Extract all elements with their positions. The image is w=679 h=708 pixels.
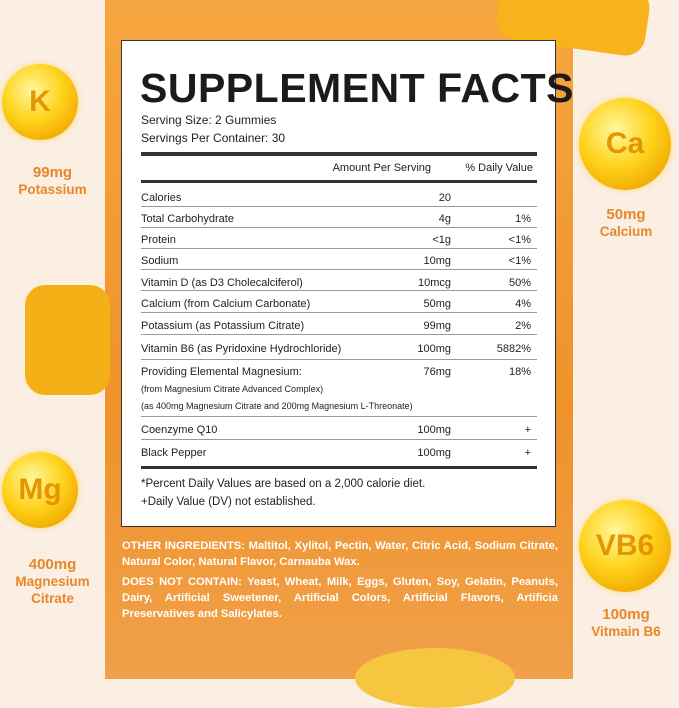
nutrient-amount: 4g	[438, 213, 451, 225]
footnote-dv: *Percent Daily Values are based on a 2,0…	[141, 478, 426, 490]
nutrient-amount: 99mg	[423, 320, 451, 332]
serving-size: Serving Size: 2 Gummies	[141, 113, 277, 127]
magnesium-badge: Mg	[2, 452, 78, 528]
servings-per-container: Servings Per Container: 30	[141, 131, 286, 145]
vitamin-b6-badge: VB6	[579, 500, 671, 592]
dv-header: % Daily Value	[465, 162, 533, 174]
nutrient-dv: +	[524, 424, 531, 436]
calcium-label: 50mg Calcium	[573, 206, 679, 240]
magnesium-label: 400mg Magnesium Citrate	[0, 556, 105, 607]
row-divider	[141, 227, 537, 228]
nutrient-amount: 50mg	[423, 298, 451, 310]
nutrient-name: Calcium (from Calcium Carbonate)	[141, 298, 311, 310]
nutrient-dv: <1%	[508, 234, 531, 246]
other-ingredients-text: Maltitol, Xylitol, Pectin, Water, Citric…	[122, 540, 558, 568]
magnesium-name: Magnesium Citrate	[15, 574, 90, 606]
row-divider	[141, 269, 537, 270]
supplement-facts-panel: SUPPLEMENT FACTS Serving Size: 2 Gummies…	[121, 40, 573, 527]
nutrient-name: Vitamin B6 (as Pyridoxine Hydrochloride)	[141, 343, 342, 355]
nutrient-name: Vitamin D (as D3 Cholecalciferol)	[141, 277, 303, 289]
row-divider	[141, 359, 537, 360]
nutrient-dv: 5882%	[496, 343, 531, 355]
magnesium-amount: 400mg	[28, 556, 77, 573]
vitamin-b6-label: 100mg Vitmain B6	[573, 606, 679, 640]
row-divider	[141, 334, 537, 335]
row-divider	[141, 416, 537, 417]
calcium-badge: Ca	[579, 98, 671, 190]
nutrient-source: (as 400mg Magnesium Citrate and 200mg Ma…	[141, 401, 413, 411]
nutrient-dv: 18%	[508, 366, 531, 378]
nutrient-name: Calories	[141, 192, 182, 204]
row-divider	[141, 248, 537, 249]
nutrient-amount: 76mg	[423, 366, 451, 378]
nutrient-amount: 10mg	[423, 255, 451, 267]
nutrient-amount: 100mg	[417, 343, 451, 355]
potassium-name: Potassium	[18, 182, 87, 197]
nutrient-dv: 1%	[515, 213, 531, 225]
nutrient-amount: 100mg	[417, 424, 451, 436]
calcium-amount: 50mg	[606, 206, 646, 223]
potassium-label: 99mg Potassium	[0, 164, 105, 198]
does-not-contain: DOES NOT CONTAIN: Yeast, Wheat, Milk, Eg…	[122, 574, 558, 622]
nutrient-dv: 4%	[515, 298, 531, 310]
panel-title: SUPPLEMENT FACTS	[140, 65, 574, 111]
nutrient-amount: 20	[438, 192, 451, 204]
does-not-contain-text: Yeast, Wheat, Milk, Eggs, Gluten, Soy, G…	[122, 576, 558, 620]
footnote-plus: +Daily Value (DV) not established.	[141, 496, 316, 508]
nutrient-dv: +	[524, 447, 531, 459]
vitamin-b6-amount: 100mg	[602, 606, 650, 623]
ingredients-block: OTHER INGREDIENTS: Maltitol, Xylitol, Pe…	[122, 538, 558, 626]
row-divider	[141, 439, 537, 440]
nutrient-name: Sodium	[141, 255, 179, 267]
does-not-contain-label: DOES NOT CONTAIN:	[122, 576, 242, 588]
divider	[141, 152, 537, 156]
nutrient-amount: 10mcg	[417, 277, 451, 289]
potassium-amount: 99mg	[32, 164, 73, 181]
calcium-name: Calcium	[599, 224, 653, 239]
nutrient-dv: 2%	[515, 320, 531, 332]
nutrient-source: (from Magnesium Citrate Advanced Complex…	[141, 384, 324, 394]
other-ingredients-label: OTHER INGREDIENTS:	[122, 540, 245, 552]
amount-header: Amount Per Serving	[332, 162, 431, 174]
row-divider	[141, 290, 537, 291]
nutrient-name: Providing Elemental Magnesium:	[141, 366, 302, 378]
nutrient-name: Total Carbohydrate	[141, 213, 234, 225]
nutrient-name: Coenzyme Q10	[141, 424, 218, 436]
nutrient-dv: <1%	[508, 255, 531, 267]
nutrient-amount: <1g	[432, 234, 451, 246]
nutrient-name: Potassium (as Potassium Citrate)	[141, 320, 305, 332]
other-ingredients: OTHER INGREDIENTS: Maltitol, Xylitol, Pe…	[122, 538, 558, 570]
nutrient-name: Protein	[141, 234, 176, 246]
divider	[141, 466, 537, 469]
potassium-badge: K	[2, 64, 78, 140]
row-divider	[141, 312, 537, 313]
nutrient-dv: 50%	[508, 277, 531, 289]
row-divider	[141, 206, 537, 207]
nutrient-name: Black Pepper	[141, 447, 207, 459]
nutrient-amount: 100mg	[417, 447, 451, 459]
mango-image	[25, 285, 110, 395]
divider	[141, 180, 537, 183]
vitamin-b6-name: Vitmain B6	[591, 624, 661, 639]
mango-image	[355, 648, 515, 708]
